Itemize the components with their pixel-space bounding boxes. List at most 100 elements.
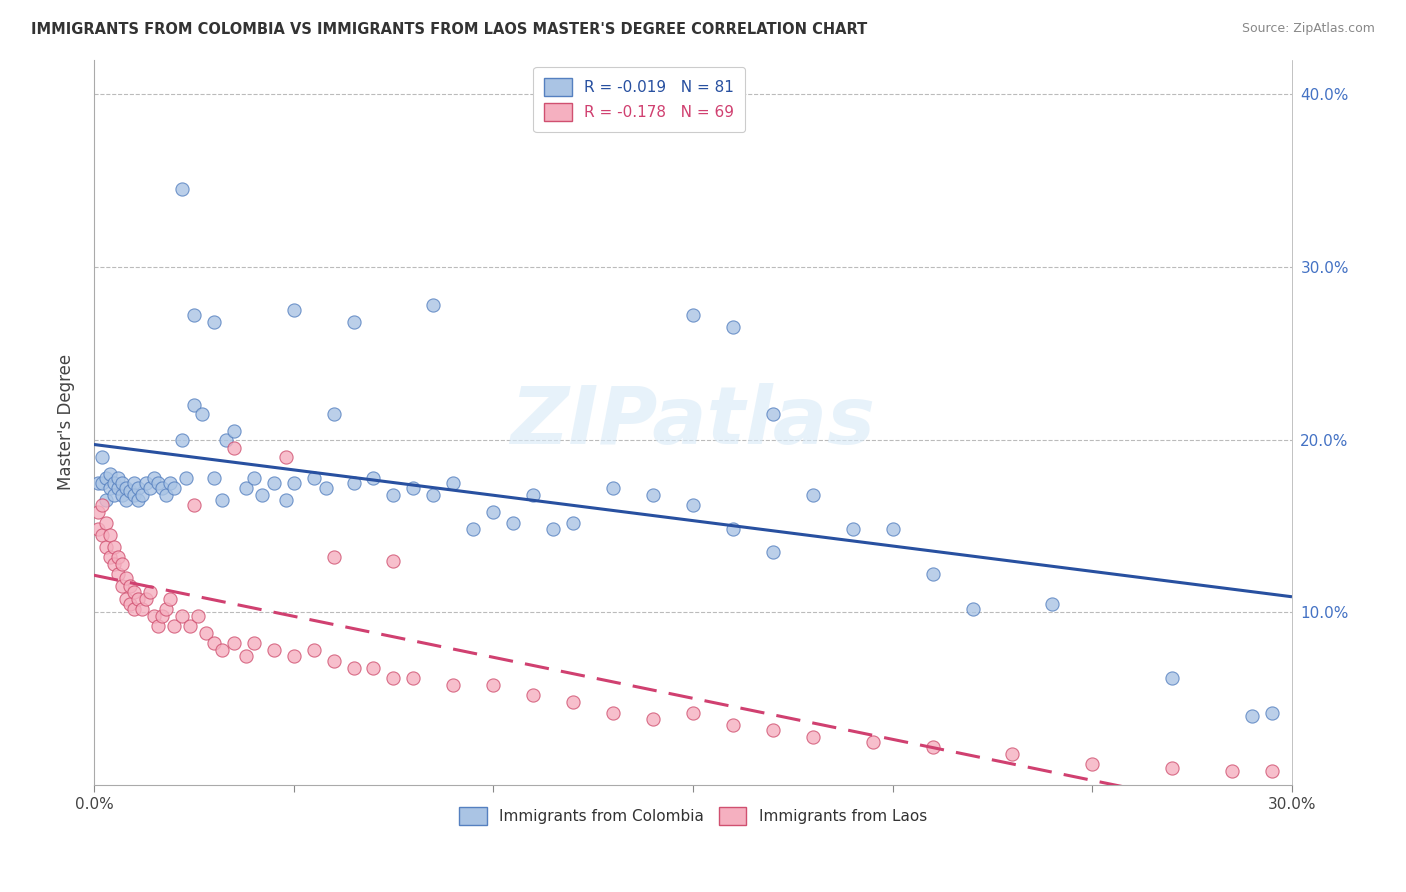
Point — [150, 481, 173, 495]
Point — [382, 488, 405, 502]
Point — [502, 516, 524, 530]
Point — [170, 433, 193, 447]
Point — [118, 484, 141, 499]
Point — [1161, 671, 1184, 685]
Point — [322, 550, 344, 565]
Point — [146, 619, 169, 633]
Point — [962, 602, 984, 616]
Point — [242, 470, 264, 484]
Point — [90, 527, 112, 541]
Point — [94, 493, 117, 508]
Point — [202, 470, 225, 484]
Point — [155, 602, 177, 616]
Point — [103, 557, 125, 571]
Point — [562, 695, 585, 709]
Point — [103, 475, 125, 490]
Point — [921, 567, 943, 582]
Point — [90, 450, 112, 464]
Point — [402, 671, 425, 685]
Point — [122, 475, 145, 490]
Point — [682, 498, 704, 512]
Point — [170, 182, 193, 196]
Point — [111, 475, 134, 490]
Point — [463, 523, 485, 537]
Point — [363, 660, 385, 674]
Point — [202, 636, 225, 650]
Point — [118, 579, 141, 593]
Point — [242, 636, 264, 650]
Point — [322, 407, 344, 421]
Point — [801, 488, 824, 502]
Point — [107, 470, 129, 484]
Point — [283, 475, 305, 490]
Point — [211, 493, 233, 508]
Point — [103, 488, 125, 502]
Point — [111, 488, 134, 502]
Point — [482, 505, 505, 519]
Point — [921, 740, 943, 755]
Point — [222, 442, 245, 456]
Point — [139, 584, 162, 599]
Point — [211, 643, 233, 657]
Point — [115, 591, 138, 606]
Point — [641, 488, 664, 502]
Point — [139, 481, 162, 495]
Point — [1261, 764, 1284, 779]
Point — [302, 643, 325, 657]
Point — [107, 567, 129, 582]
Point — [762, 407, 785, 421]
Point — [250, 488, 273, 502]
Point — [602, 706, 624, 720]
Point — [202, 315, 225, 329]
Text: IMMIGRANTS FROM COLOMBIA VS IMMIGRANTS FROM LAOS MASTER'S DEGREE CORRELATION CHA: IMMIGRANTS FROM COLOMBIA VS IMMIGRANTS F… — [31, 22, 868, 37]
Point — [98, 550, 121, 565]
Point — [163, 481, 186, 495]
Point — [522, 488, 544, 502]
Point — [762, 723, 785, 737]
Point — [131, 602, 153, 616]
Point — [682, 308, 704, 322]
Point — [1001, 747, 1024, 761]
Point — [87, 523, 110, 537]
Point — [215, 433, 238, 447]
Point — [122, 488, 145, 502]
Point — [94, 540, 117, 554]
Point — [402, 481, 425, 495]
Point — [98, 527, 121, 541]
Point — [342, 660, 364, 674]
Point — [131, 488, 153, 502]
Point — [135, 591, 157, 606]
Point — [721, 320, 744, 334]
Point — [263, 643, 285, 657]
Point — [187, 608, 209, 623]
Y-axis label: Master's Degree: Master's Degree — [58, 354, 75, 491]
Point — [342, 475, 364, 490]
Point — [1241, 709, 1264, 723]
Point — [103, 540, 125, 554]
Point — [721, 523, 744, 537]
Point — [363, 470, 385, 484]
Point — [183, 498, 205, 512]
Point — [111, 557, 134, 571]
Point — [801, 730, 824, 744]
Point — [190, 407, 212, 421]
Point — [841, 523, 863, 537]
Point — [107, 481, 129, 495]
Point — [87, 505, 110, 519]
Point — [882, 523, 904, 537]
Point — [183, 398, 205, 412]
Point — [94, 516, 117, 530]
Point — [283, 303, 305, 318]
Point — [135, 475, 157, 490]
Point — [721, 717, 744, 731]
Point — [283, 648, 305, 663]
Point — [441, 678, 464, 692]
Point — [274, 450, 297, 464]
Point — [150, 608, 173, 623]
Point — [127, 591, 149, 606]
Point — [94, 470, 117, 484]
Text: Source: ZipAtlas.com: Source: ZipAtlas.com — [1241, 22, 1375, 36]
Point — [159, 591, 181, 606]
Point — [274, 493, 297, 508]
Point — [302, 470, 325, 484]
